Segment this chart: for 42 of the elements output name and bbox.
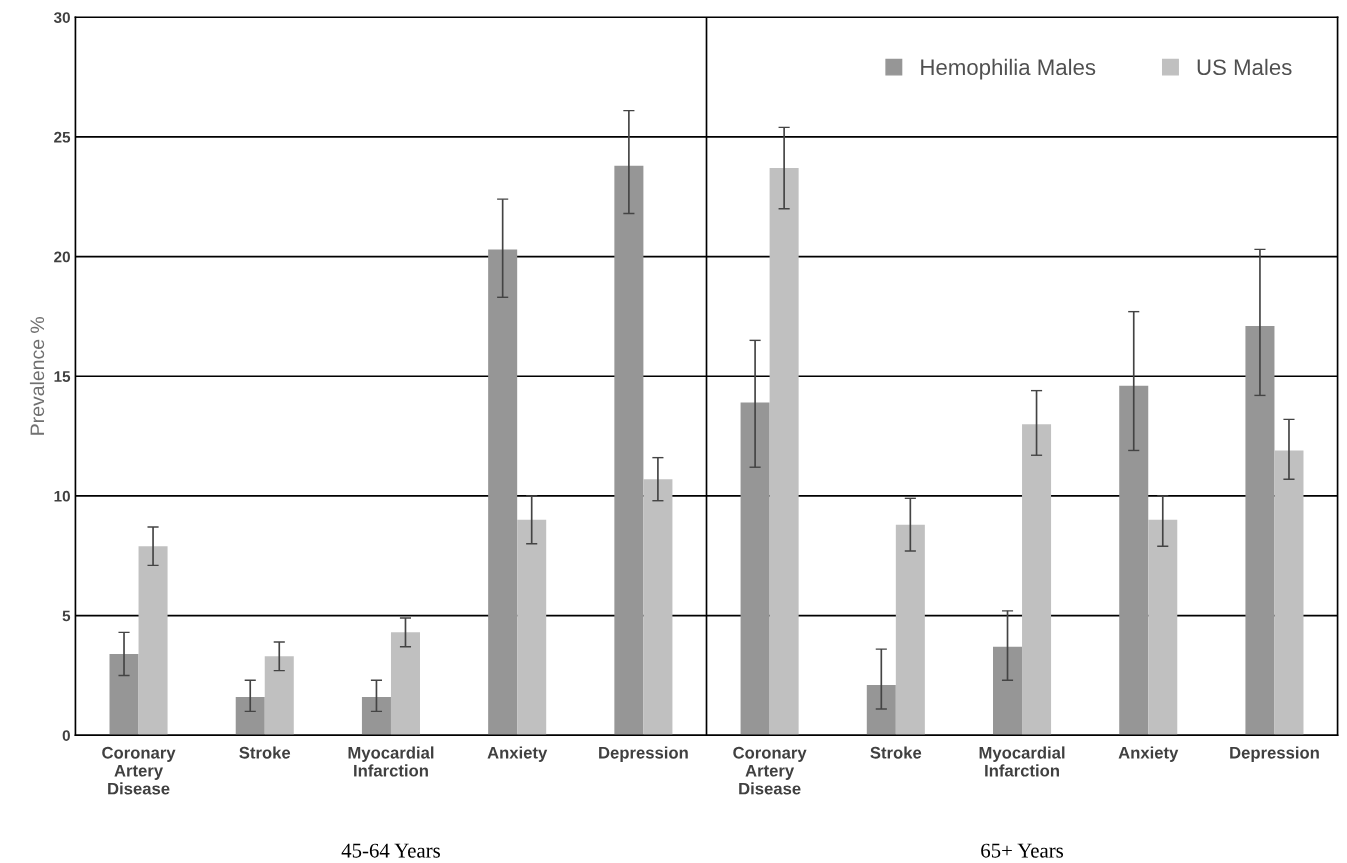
bar bbox=[390, 632, 420, 736]
bar bbox=[993, 646, 1023, 736]
bar bbox=[488, 249, 518, 736]
bar bbox=[895, 524, 925, 736]
y-tick-label: 20 bbox=[54, 251, 70, 263]
x-tick-label: Depression bbox=[599, 746, 688, 762]
x-tick-label: Stroke bbox=[870, 746, 922, 759]
x-tick-label: Coronary Artery Disease bbox=[102, 746, 176, 795]
bar bbox=[109, 653, 139, 736]
bar bbox=[1148, 519, 1178, 736]
bar bbox=[1022, 424, 1052, 736]
bar bbox=[1274, 450, 1304, 736]
bar bbox=[235, 696, 265, 736]
x-tick-label: Depression bbox=[1230, 746, 1319, 762]
bar bbox=[517, 519, 547, 736]
bar bbox=[264, 656, 294, 736]
x-tick-label: Coronary Artery Disease bbox=[733, 746, 807, 795]
y-tick-label: 5 bbox=[62, 610, 71, 622]
bar bbox=[1119, 385, 1149, 736]
x-tick-label: Anxiety bbox=[1118, 746, 1179, 762]
bar bbox=[138, 546, 168, 736]
bar bbox=[643, 479, 673, 736]
bar bbox=[614, 165, 644, 736]
legend-label: US Males bbox=[1197, 58, 1292, 76]
bar bbox=[740, 402, 770, 736]
y-tick-label: 10 bbox=[54, 490, 70, 502]
y-tick-label: 15 bbox=[54, 371, 71, 382]
y-axis-title: Prevalence % bbox=[29, 316, 45, 435]
x-tick-label: Stroke bbox=[239, 746, 291, 759]
bar bbox=[769, 168, 799, 736]
legend-label: Hemophilia Males bbox=[921, 58, 1096, 80]
text: 45-64 Years bbox=[341, 843, 440, 858]
x-tick-label: Myocardial Infarction bbox=[348, 746, 434, 777]
text: 65+ Years bbox=[981, 843, 1064, 858]
bar bbox=[866, 685, 896, 736]
y-tick-label: 30 bbox=[53, 12, 70, 23]
bar bbox=[361, 696, 391, 736]
x-tick-label: Anxiety bbox=[487, 746, 548, 762]
y-tick-label: 0 bbox=[62, 730, 70, 741]
bar bbox=[1245, 326, 1275, 736]
y-tick-label: 25 bbox=[54, 131, 71, 143]
x-tick-label: Myocardial Infarction bbox=[979, 746, 1065, 777]
